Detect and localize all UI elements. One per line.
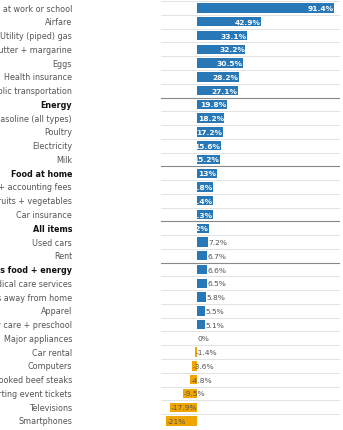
Bar — [197, 141, 221, 151]
Text: 5.8%: 5.8% — [206, 295, 225, 301]
Bar — [197, 265, 207, 275]
Bar — [197, 307, 205, 316]
Text: Car rental: Car rental — [32, 348, 72, 357]
Text: 17.2%: 17.2% — [196, 129, 222, 135]
Text: -21%: -21% — [166, 418, 186, 424]
Bar — [195, 347, 197, 357]
Text: All items: All items — [33, 224, 72, 233]
Text: 6.6%: 6.6% — [208, 267, 226, 273]
Text: 10.3%: 10.3% — [186, 212, 212, 218]
Bar — [197, 252, 207, 261]
Bar — [197, 293, 206, 302]
Bar — [197, 224, 210, 233]
Text: Apparel: Apparel — [41, 307, 72, 316]
Text: 19.8%: 19.8% — [200, 102, 226, 108]
Text: 32.2%: 32.2% — [219, 47, 245, 53]
Text: Gasoline (all types): Gasoline (all types) — [0, 114, 72, 123]
Text: -9.5%: -9.5% — [184, 390, 205, 396]
Text: 10.4%: 10.4% — [186, 198, 212, 204]
Text: Utility (piped) gas: Utility (piped) gas — [0, 32, 72, 41]
Text: Computers: Computers — [28, 362, 72, 371]
Text: Fruits + vegetables: Fruits + vegetables — [0, 197, 72, 206]
Bar — [197, 238, 208, 247]
Text: 30.5%: 30.5% — [216, 61, 242, 67]
Bar — [197, 46, 246, 55]
Bar — [197, 320, 205, 329]
Text: 91.4%: 91.4% — [307, 6, 334, 12]
Text: Butter + margarine: Butter + margarine — [0, 46, 72, 55]
Text: Smartphones: Smartphones — [18, 417, 72, 425]
Text: Tax preparation + accounting fees: Tax preparation + accounting fees — [0, 183, 72, 192]
Bar — [197, 155, 220, 165]
Text: Health insurance: Health insurance — [4, 73, 72, 82]
Text: Alcoholic beverages away from home: Alcoholic beverages away from home — [0, 293, 72, 302]
Bar — [183, 389, 197, 398]
Text: Airfare: Airfare — [45, 18, 72, 27]
Text: Electricity: Electricity — [32, 142, 72, 151]
Text: Used cars: Used cars — [32, 238, 72, 247]
Text: -3.6%: -3.6% — [192, 363, 214, 369]
Text: 0%: 0% — [198, 335, 210, 341]
Bar — [197, 114, 224, 123]
Bar — [197, 4, 334, 14]
Bar — [197, 279, 207, 289]
Text: All items less food + energy: All items less food + energy — [0, 265, 72, 274]
Bar — [197, 73, 239, 83]
Text: 6.5%: 6.5% — [208, 281, 226, 287]
Text: 42.9%: 42.9% — [235, 20, 261, 26]
Text: 5.5%: 5.5% — [206, 308, 225, 314]
Text: -1.4%: -1.4% — [196, 349, 217, 355]
Bar — [197, 87, 238, 96]
Text: 7.2%: 7.2% — [209, 240, 227, 246]
Text: Milk: Milk — [56, 156, 72, 165]
Bar — [197, 18, 261, 28]
Text: 5.1%: 5.1% — [205, 322, 224, 328]
Text: 15.2%: 15.2% — [193, 157, 220, 163]
Bar — [197, 101, 227, 110]
Text: Poultry: Poultry — [44, 128, 72, 137]
Bar — [197, 183, 213, 192]
Text: Energy: Energy — [40, 101, 72, 110]
Text: Public transportation: Public transportation — [0, 87, 72, 96]
Bar — [197, 210, 213, 220]
Text: -4.8%: -4.8% — [190, 377, 212, 383]
Text: 10.8%: 10.8% — [187, 184, 213, 190]
Text: 6.7%: 6.7% — [208, 253, 227, 259]
Text: 33.1%: 33.1% — [220, 34, 246, 40]
Text: 18.2%: 18.2% — [198, 116, 224, 122]
Text: -17.9%: -17.9% — [171, 404, 197, 410]
Bar — [197, 197, 213, 206]
Bar — [197, 128, 223, 137]
Bar — [166, 416, 197, 426]
Text: 13%: 13% — [198, 171, 216, 177]
Text: Televisions: Televisions — [29, 403, 72, 412]
Text: 15.6%: 15.6% — [194, 143, 220, 149]
Bar — [170, 402, 197, 412]
Text: Car insurance: Car insurance — [16, 211, 72, 219]
Text: Food at home: Food at home — [11, 169, 72, 178]
Text: Food at work or school: Food at work or school — [0, 5, 72, 13]
Bar — [192, 361, 197, 371]
Text: Uncooked beef steaks: Uncooked beef steaks — [0, 375, 72, 384]
Text: Rent: Rent — [54, 252, 72, 261]
Bar — [197, 59, 243, 69]
Bar — [197, 169, 217, 178]
Text: 27.1%: 27.1% — [211, 89, 237, 95]
Text: 8.2%: 8.2% — [188, 226, 209, 232]
Text: Eggs: Eggs — [53, 59, 72, 68]
Text: Major appliances: Major appliances — [4, 334, 72, 343]
Text: Day care + preschool: Day care + preschool — [0, 320, 72, 329]
Text: 28.2%: 28.2% — [213, 75, 239, 81]
Text: Sporting event tickets: Sporting event tickets — [0, 389, 72, 398]
Bar — [190, 375, 197, 384]
Bar — [197, 32, 247, 41]
Text: Medical care services: Medical care services — [0, 279, 72, 288]
